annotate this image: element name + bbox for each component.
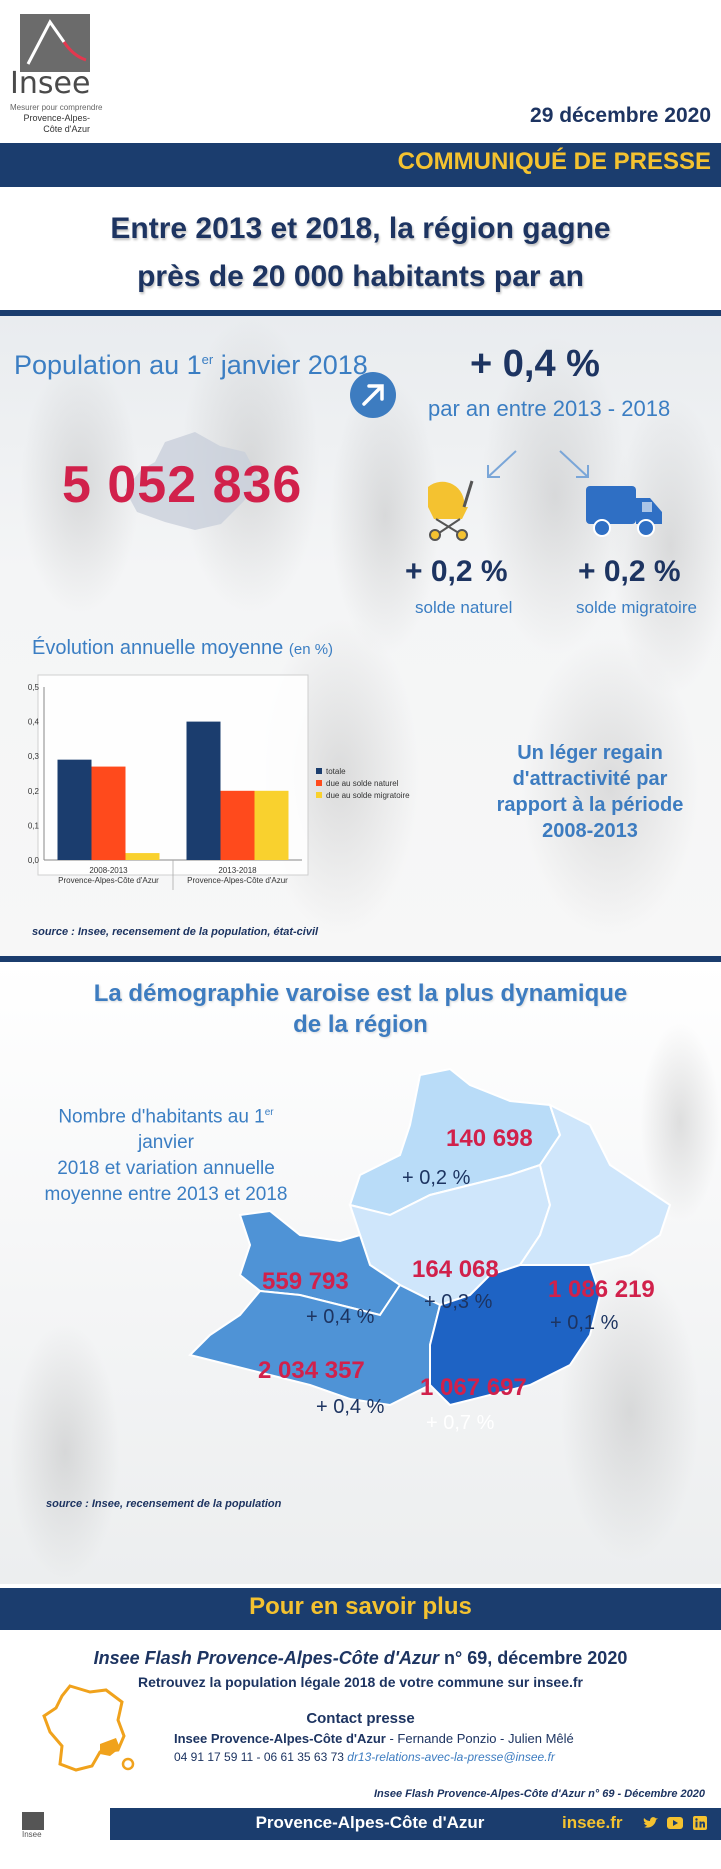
department-bouches-du-rhone	[188, 1283, 442, 1407]
insee-logo-mark	[20, 14, 90, 72]
y-tick-label: 0,2	[28, 787, 40, 796]
france-map-icon	[42, 1684, 135, 1772]
y-tick-label: 0,4	[28, 718, 40, 727]
dept-population-vaucluse: 559 793	[262, 1268, 349, 1295]
legal-population-link-text[interactable]: Retrouvez la population légale 2018 de v…	[137, 1674, 584, 1690]
migration-balance-value: + 0,2 %	[578, 555, 681, 588]
natural-balance-label: solde naturel	[415, 598, 513, 617]
attractiveness-note: Un léger regain d'attractivité par rappo…	[496, 742, 684, 842]
bar-1-1	[220, 790, 255, 860]
dept-variation-hautes-alpes: + 0,2 %	[402, 1167, 471, 1189]
publication-reference: Insee Flash Provence-Alpes-Côte d'Azur n…	[373, 1788, 705, 1800]
dept-population-hautes-alpes: 140 698	[446, 1125, 533, 1152]
source-note: source : Insee, recensement de la popula…	[32, 926, 319, 938]
y-tick-label: 0,3	[28, 752, 40, 761]
legend-label: due au solde naturel	[326, 779, 399, 788]
bar-1-0	[186, 721, 221, 860]
x-tick-label: 2013-2018	[218, 866, 257, 875]
insee-small-logo-text: Insee	[22, 1830, 42, 1839]
map-source-note: source : Insee, recensement de la popula…	[46, 1498, 282, 1510]
logo-text: Insee	[10, 66, 91, 101]
logo-tagline: Mesurer pour comprendre	[10, 103, 103, 112]
arrow-down-right-icon	[559, 450, 589, 478]
insee-small-logo	[22, 1812, 44, 1830]
youtube-icon[interactable]	[667, 1816, 683, 1830]
population-value: 5 052 836	[62, 456, 303, 514]
x-tick-label: Provence-Alpes-Côte d'Azur	[58, 876, 159, 885]
press-contact-details: 04 91 17 59 11 - 06 61 35 63 73 dr13-rel…	[174, 1750, 555, 1764]
y-tick-label: 0,0	[28, 856, 40, 865]
growth-rate: + 0,4 %	[470, 343, 600, 385]
footer-region: Provence-Alpes-Côte d'Azur	[255, 1813, 485, 1832]
region-map	[188, 1067, 672, 1407]
more-info-banner	[0, 1588, 721, 1630]
linkedin-icon[interactable]	[692, 1816, 708, 1830]
bar-1-2	[254, 790, 289, 860]
release-date: 29 décembre 2020	[530, 104, 711, 127]
truck-icon	[586, 486, 662, 537]
press-contact-names: Insee Provence-Alpes-Côte d'Azur - Ferna…	[174, 1731, 574, 1746]
dept-variation-alpes-maritimes: + 0,1 %	[550, 1312, 619, 1334]
bar-0-2	[125, 853, 160, 860]
press-email-link[interactable]: dr13-relations-avec-la-presse@insee.fr	[347, 1750, 555, 1764]
dept-variation-bouches-du-rhone: + 0,4 %	[316, 1396, 385, 1418]
region-silhouette	[125, 432, 260, 530]
evolution-chart: 0,00,10,20,30,40,5 2008-2013Provence-Alp…	[28, 674, 410, 890]
footer-band	[110, 1808, 721, 1840]
legend-swatch	[316, 792, 322, 798]
legend-label: totale	[326, 767, 346, 776]
departments-title: La démographie varoise est la plus dynam…	[93, 980, 628, 1038]
headline-line2: près de 20 000 habitants par an	[137, 260, 584, 293]
dept-variation-vaucluse: + 0,4 %	[306, 1306, 375, 1328]
chart-title: Évolution annuelle moyenne (en %)	[32, 637, 334, 659]
arrow-up-right-icon	[350, 372, 396, 418]
natural-balance-value: + 0,2 %	[405, 555, 508, 588]
logo-region-line1: Provence-Alpes-	[23, 113, 90, 123]
press-banner-text: COMMUNIQUÉ DE PRESSE	[397, 148, 711, 175]
divider	[0, 956, 721, 962]
dept-variation-alpes-de-haute-provence: + 0,3 %	[424, 1291, 493, 1313]
department-var	[429, 1264, 602, 1407]
bar-0-1	[91, 766, 126, 860]
bar-0-0	[57, 759, 92, 860]
legend-label: due au solde migratoire	[326, 791, 410, 800]
legend-swatch	[316, 780, 322, 786]
y-tick-label: 0,1	[28, 821, 40, 830]
headline-line1: Entre 2013 et 2018, la région gagne	[110, 212, 611, 245]
twitter-icon[interactable]	[643, 1816, 659, 1830]
website-link[interactable]: insee.fr	[562, 1813, 623, 1832]
more-info-title: Pour en savoir plus	[249, 1593, 472, 1620]
dept-population-alpes-maritimes: 1 086 219	[548, 1276, 655, 1303]
dept-population-var: 1 067 697	[420, 1374, 527, 1401]
population-label: Population au 1er janvier 2018	[14, 350, 368, 380]
headline: Entre 2013 et 2018, la région gagne près…	[0, 205, 721, 301]
growth-period: par an entre 2013 - 2018	[428, 396, 671, 421]
crowd-background	[0, 316, 721, 956]
y-tick-label: 0,5	[28, 683, 40, 692]
press-contact-title: Contact presse	[306, 1710, 415, 1727]
dept-population-bouches-du-rhone: 2 034 357	[258, 1357, 365, 1384]
arrow-down-left-icon	[487, 450, 517, 478]
stroller-icon	[428, 480, 474, 541]
x-tick-label: Provence-Alpes-Côte d'Azur	[187, 876, 288, 885]
x-tick-label: 2008-2013	[89, 866, 128, 875]
press-banner	[0, 143, 721, 187]
dept-variation-var: + 0,7 %	[426, 1412, 495, 1434]
publication-title: Insee Flash Provence-Alpes-Côte d'Azur n…	[93, 1648, 628, 1668]
migration-balance-label: solde migratoire	[576, 598, 697, 617]
divider	[0, 310, 721, 316]
logo-region-line2: Côte d'Azur	[43, 124, 90, 134]
map-legend: Nombre d'habitants au 1er janvier 2018 e…	[44, 1106, 288, 1206]
dept-population-alpes-de-haute-provence: 164 068	[412, 1256, 499, 1283]
legend-swatch	[316, 768, 322, 774]
